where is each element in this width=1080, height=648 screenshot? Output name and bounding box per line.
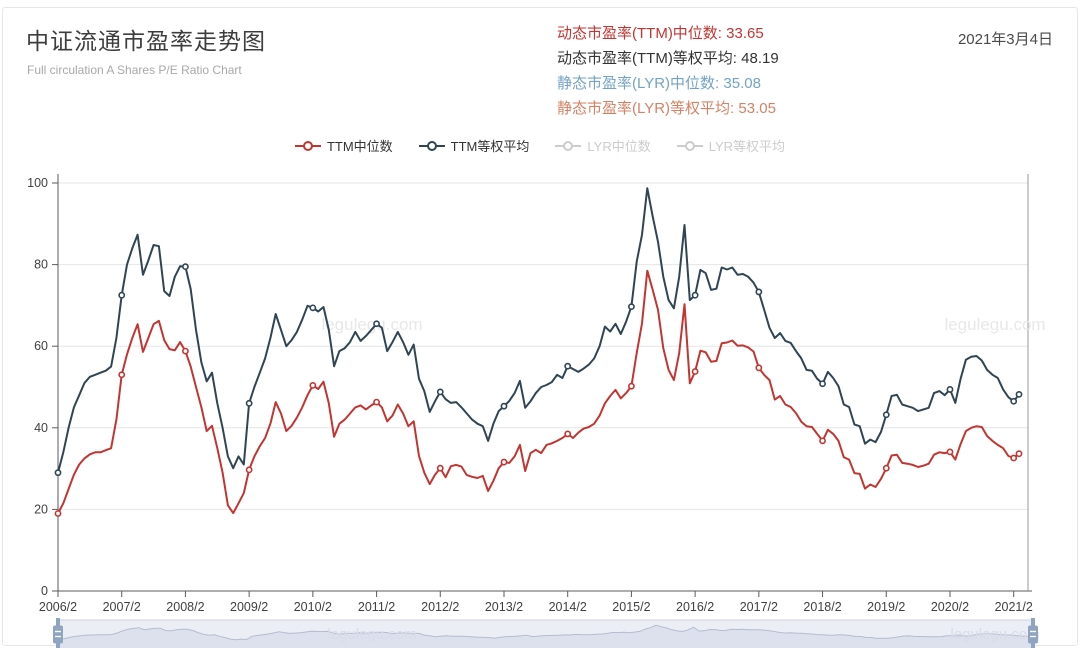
data-point-marker bbox=[54, 510, 62, 517]
x-axis-label: 2020/2 bbox=[931, 600, 969, 614]
data-point-marker bbox=[245, 399, 253, 407]
legend-item-1[interactable]: TTM等权平均 bbox=[418, 136, 530, 155]
data-point-marker bbox=[755, 288, 763, 296]
summary-stats: 动态市盈率(TTM)中位数: 33.65 动态市盈率(TTM)等权平均: 48.1… bbox=[557, 21, 779, 121]
legend-label: TTM等权平均 bbox=[450, 139, 530, 154]
legend-line-circle-icon bbox=[676, 140, 703, 151]
data-point-marker bbox=[373, 398, 380, 406]
legend-item-3[interactable]: LYR等权平均 bbox=[676, 136, 786, 155]
data-point-marker bbox=[819, 437, 826, 445]
x-axis-label: 2011/2 bbox=[358, 600, 395, 614]
x-axis-label: 2008/2 bbox=[166, 600, 204, 614]
y-axis-label: 60 bbox=[34, 339, 48, 353]
data-point-marker bbox=[564, 430, 572, 438]
data-point-marker bbox=[946, 386, 954, 393]
data-point-marker bbox=[946, 448, 954, 456]
legend-item-0[interactable]: TTM中位数 bbox=[294, 136, 393, 155]
x-axis-label: 2019/2 bbox=[867, 600, 905, 614]
datazoom-handle-1[interactable] bbox=[1028, 625, 1038, 644]
data-point-marker bbox=[1015, 390, 1023, 398]
y-axis-label: 100 bbox=[27, 176, 48, 190]
x-axis-label: 2007/2 bbox=[103, 600, 141, 614]
data-point-marker bbox=[628, 382, 635, 390]
stat-line-2: 静态市盈率(LYR)中位数: 35.08 bbox=[557, 75, 761, 92]
legend-line-circle-icon bbox=[555, 140, 582, 151]
watermark: legulegu.com bbox=[327, 626, 416, 643]
data-point-marker bbox=[1010, 397, 1018, 405]
legend-item-2[interactable]: LYR中位数 bbox=[555, 136, 651, 155]
x-axis-label: 2017/2 bbox=[740, 600, 778, 614]
data-point-marker bbox=[373, 320, 380, 328]
y-axis-label: 0 bbox=[41, 584, 48, 598]
x-axis-label: 2009/2 bbox=[230, 600, 268, 614]
data-point-marker bbox=[819, 380, 826, 388]
data-point-marker bbox=[564, 362, 572, 370]
data-point-marker bbox=[309, 381, 317, 389]
legend-label: LYR中位数 bbox=[587, 139, 651, 154]
x-axis-label: 2014/2 bbox=[549, 600, 587, 614]
watermark: legulegu.com bbox=[950, 626, 1039, 643]
legend-line-circle-icon bbox=[418, 140, 445, 151]
data-point-marker bbox=[755, 364, 763, 372]
data-point-marker bbox=[245, 466, 253, 474]
data-point-marker bbox=[1015, 450, 1023, 458]
legend-label: LYR等权平均 bbox=[708, 139, 786, 154]
data-point-marker bbox=[500, 458, 508, 466]
stat-line-1: 动态市盈率(TTM)等权平均: 48.19 bbox=[557, 50, 779, 67]
legend-line-circle-icon bbox=[294, 140, 321, 151]
x-axis-label: 2012/2 bbox=[421, 600, 459, 614]
data-point-marker bbox=[54, 469, 62, 477]
data-point-marker bbox=[628, 303, 635, 311]
watermark: legulegu.com bbox=[321, 315, 422, 334]
data-point-marker bbox=[182, 347, 189, 355]
report-date: 2021年3月4日 bbox=[957, 31, 1053, 48]
x-axis-label: 2021/2 bbox=[995, 600, 1033, 614]
legend-label: TTM中位数 bbox=[326, 139, 393, 154]
stat-line-0: 动态市盈率(TTM)中位数: 33.65 bbox=[557, 25, 764, 42]
x-axis-label: 2013/2 bbox=[485, 600, 523, 614]
x-axis-label: 2016/2 bbox=[676, 600, 714, 614]
chart-card: 中证流通市盈率走势图 Full circulation A Shares P/E… bbox=[2, 7, 1078, 648]
data-point-marker bbox=[436, 464, 444, 472]
stat-line-3: 静态市盈率(LYR)等权平均: 53.05 bbox=[557, 100, 776, 117]
data-point-marker bbox=[882, 464, 890, 472]
watermark: legulegu.com bbox=[944, 315, 1045, 334]
data-point-marker bbox=[500, 402, 508, 410]
data-point-marker bbox=[436, 388, 444, 396]
x-axis-label: 2018/2 bbox=[803, 600, 841, 614]
datazoom-mini-chart bbox=[57, 624, 1034, 648]
y-axis-label: 20 bbox=[34, 502, 48, 516]
chart-legend: TTM中位数 TTM等权平均 LYR中位数 LYR等权平均 bbox=[3, 136, 1077, 155]
series-line-0 bbox=[57, 269, 1020, 515]
data-point-marker bbox=[118, 371, 126, 379]
data-point-marker bbox=[691, 368, 699, 375]
page-title: 中证流通市盈率走势图 bbox=[26, 28, 266, 54]
y-axis-label: 80 bbox=[34, 258, 48, 272]
page-subtitle: Full circulation A Shares P/E Ratio Char… bbox=[27, 63, 242, 77]
x-axis-label: 2006/2 bbox=[39, 600, 77, 614]
x-axis-label: 2015/2 bbox=[612, 600, 650, 614]
y-axis-label: 40 bbox=[34, 421, 48, 435]
data-point-marker bbox=[691, 291, 699, 299]
data-point-marker bbox=[182, 263, 189, 271]
x-axis-label: 2010/2 bbox=[294, 600, 332, 614]
data-point-marker bbox=[1010, 454, 1018, 462]
data-point-marker bbox=[118, 291, 126, 299]
series-line-1 bbox=[57, 187, 1020, 473]
data-point-marker bbox=[882, 411, 890, 419]
datazoom-handle-0[interactable] bbox=[53, 625, 63, 644]
data-point-marker bbox=[309, 304, 317, 312]
